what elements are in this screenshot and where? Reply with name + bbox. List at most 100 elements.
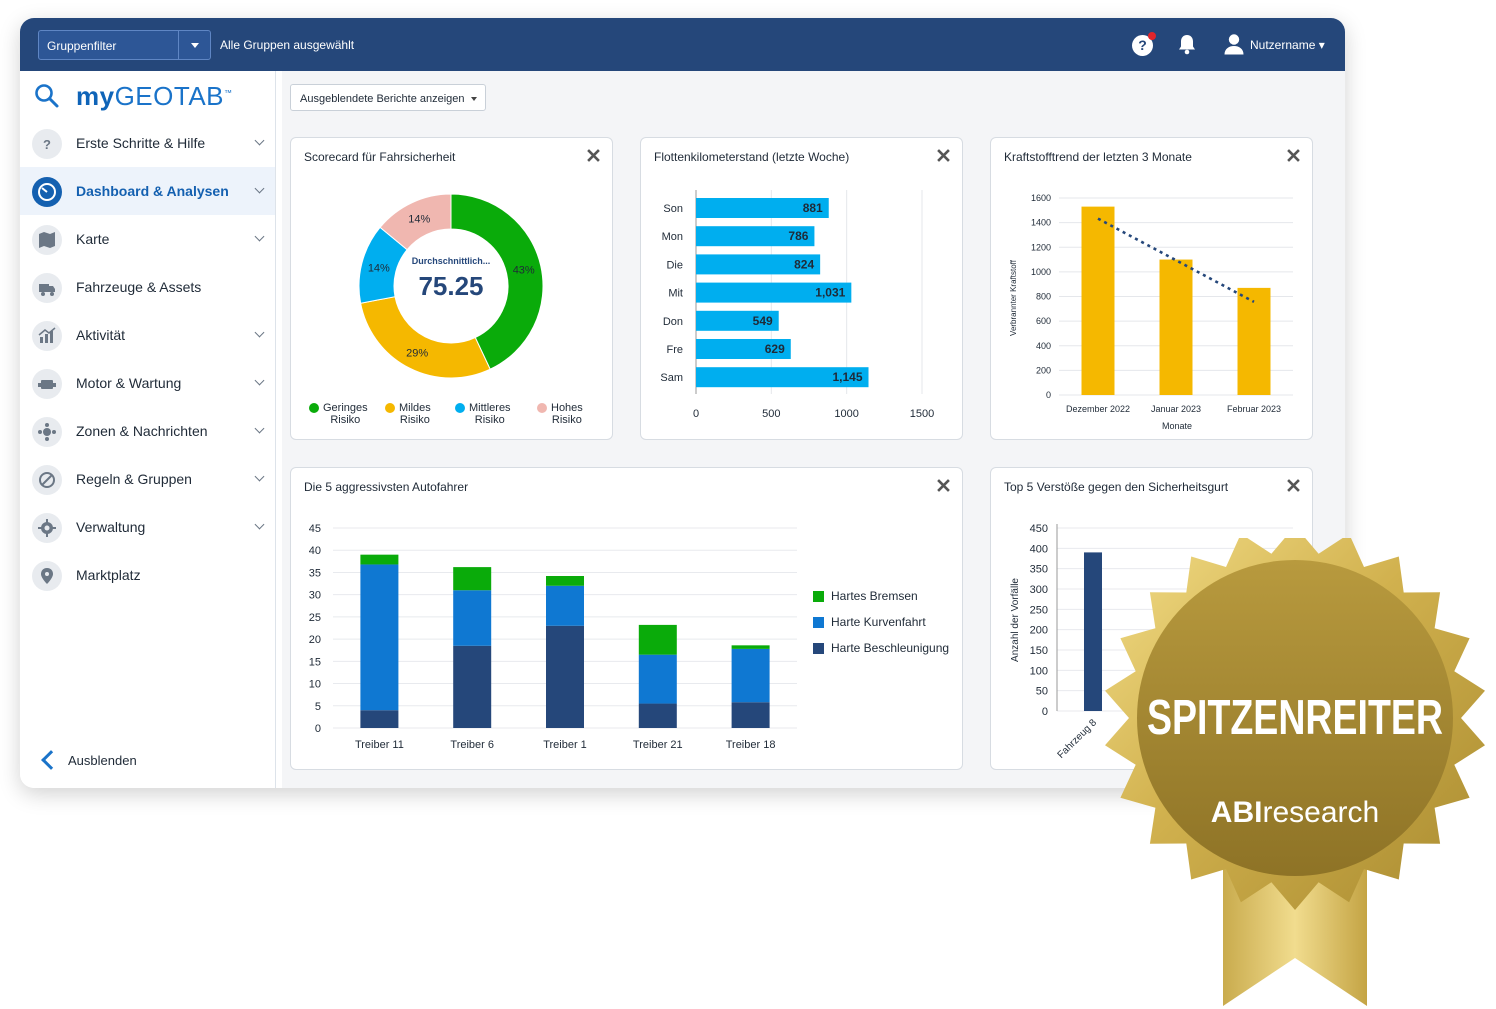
- chevron-down-icon[interactable]: [254, 375, 265, 386]
- y-tick-label: 600: [1036, 316, 1051, 326]
- bar: [696, 282, 852, 303]
- collapse-sidebar-button[interactable]: Ausblenden: [38, 750, 188, 775]
- sidebar-item-label: Motor & Wartung: [76, 375, 182, 391]
- y-tick-label: 300: [1030, 584, 1048, 596]
- group-filter-dropdown[interactable]: Gruppenfilter: [38, 30, 211, 60]
- legend-label: Hartes Bremsen: [831, 589, 918, 603]
- bar: [696, 254, 821, 275]
- trendline: [1097, 217, 1255, 304]
- ribbon-tail: [1223, 858, 1367, 1006]
- chevron-down-icon[interactable]: [254, 423, 265, 434]
- donut-slice: [360, 296, 491, 379]
- brand-text: myGEOTAB™: [76, 81, 233, 111]
- sidebar-item-marktplatz[interactable]: Marktplatz: [20, 551, 275, 599]
- chevron-down-icon[interactable]: [254, 327, 265, 338]
- chevron-down-icon[interactable]: [254, 471, 265, 482]
- legend-swatch: [537, 403, 547, 413]
- stacked-bar-segment: [360, 564, 399, 711]
- map-icon: [32, 225, 62, 255]
- truck-icon: [32, 273, 62, 303]
- sidebar-item-fahrzeuge-assets[interactable]: Fahrzeuge & Assets: [20, 263, 275, 311]
- search-icon[interactable]: [34, 83, 60, 109]
- chevron-down-icon[interactable]: [254, 519, 265, 530]
- mileage-bar-chart: 0 500 1000 1500 Son 881 Mon 786 Die 824 Mit 1,031 Do…: [660, 190, 934, 420]
- svg-text:?: ?: [43, 137, 51, 152]
- stacked-bar-segment: [360, 710, 399, 728]
- y-tick-label: 20: [309, 634, 321, 646]
- activity-chart-icon: [32, 321, 62, 351]
- bar: [696, 310, 779, 331]
- x-tick-label: 500: [762, 408, 780, 420]
- y-axis-title: Anzahl der Vorfälle: [1010, 578, 1021, 662]
- y-tick-label: 100: [1030, 665, 1048, 677]
- sidebar-item-label: Fahrzeuge & Assets: [76, 279, 202, 295]
- sidebar-item-aktivität[interactable]: Aktivität: [20, 311, 275, 359]
- close-icon[interactable]: [1287, 149, 1300, 162]
- marketplace-pin-icon: [32, 561, 62, 591]
- badge-brand: ABIresearch: [1211, 796, 1379, 829]
- sidebar-item-label: Zonen & Nachrichten: [76, 423, 208, 439]
- card-title: Scorecard für Fahrsicherheit: [304, 150, 456, 164]
- bar: [1084, 552, 1102, 711]
- stacked-bar-segment: [731, 645, 770, 649]
- help-circle-icon: ?: [32, 129, 62, 159]
- y-tick-label: Sam: [660, 372, 683, 384]
- sidebar-item-regeln-gruppen[interactable]: Regeln & Gruppen: [20, 455, 275, 503]
- close-icon[interactable]: [587, 149, 600, 162]
- y-tick-label: 0: [315, 723, 321, 735]
- close-icon[interactable]: [937, 479, 950, 492]
- fuel-bar-chart: 0 200 400 600 800 1000 1200 1400 1600 Dezember 20…: [1009, 193, 1293, 431]
- x-tick-label: Treiber 18: [726, 739, 776, 751]
- chevron-down-icon[interactable]: [254, 135, 265, 146]
- x-tick-label: Januar 2023: [1151, 404, 1201, 414]
- bar: [696, 198, 829, 218]
- sidebar-item-motor-wartung[interactable]: Motor & Wartung: [20, 359, 275, 407]
- y-tick-label: 800: [1036, 292, 1051, 302]
- sidebar-nav: ? Erste Schritte & Hilfe Dashboard & Analy…: [20, 119, 275, 599]
- card-title: Flottenkilometerstand (letzte Woche): [654, 150, 850, 164]
- sidebar-item-karte[interactable]: Karte: [20, 215, 275, 263]
- chevron-down-icon[interactable]: [254, 183, 265, 194]
- y-tick-label: Son: [663, 203, 683, 215]
- y-tick-label: Mon: [662, 231, 683, 243]
- gear-icon: [32, 513, 62, 543]
- user-icon[interactable]: [1223, 33, 1245, 55]
- engine-icon: [32, 369, 62, 399]
- sidebar-item-dashboard-analysen[interactable]: Dashboard & Analysen: [20, 167, 275, 215]
- bar: [696, 367, 869, 388]
- sidebar-item-zonen-nachrichten[interactable]: Zonen & Nachrichten: [20, 407, 275, 455]
- aggressive-drivers-card: Die 5 aggressivsten Autofahrer 0 5 10 15 20 2…: [290, 467, 963, 770]
- sidebar-item-verwaltung[interactable]: Verwaltung: [20, 503, 275, 551]
- help-icon[interactable]: ?: [1132, 32, 1156, 56]
- y-tick-label: 0: [1046, 390, 1051, 400]
- stacked-bar-chart: 0 5 10 15 20 25 30 35 40 45 Treiber 11 Treiber 6 Tre…: [309, 523, 797, 751]
- close-icon[interactable]: [1287, 479, 1300, 492]
- show-hidden-reports-button[interactable]: Ausgeblendete Berichte anzeigen: [290, 84, 486, 111]
- donut-center-label: Durchschnittlich...: [412, 256, 491, 266]
- award-badge: SPITZENREITER ABIresearch: [1105, 538, 1485, 1006]
- y-tick-label: 200: [1030, 625, 1048, 637]
- x-axis-title: Monate: [1162, 421, 1192, 431]
- close-icon[interactable]: [937, 149, 950, 162]
- y-tick-label: Fre: [667, 344, 684, 356]
- y-tick-label: 450: [1030, 523, 1048, 535]
- y-tick-label: Don: [663, 316, 683, 328]
- chevron-down-icon[interactable]: [254, 231, 265, 242]
- bar-value-label: 629: [765, 342, 785, 356]
- sidebar-item-label: Erste Schritte & Hilfe: [76, 135, 206, 151]
- username-menu[interactable]: Nutzername ▾: [1250, 38, 1325, 52]
- sidebar-item-erste-schritte-hilfe[interactable]: ? Erste Schritte & Hilfe: [20, 119, 275, 167]
- y-tick-label: 30: [309, 590, 321, 602]
- legend-label: Harte Kurvenfahrt: [831, 615, 926, 629]
- stacked-bar-segment: [453, 567, 492, 591]
- fleet-mileage-card: Flottenkilometerstand (letzte Woche) 0 50…: [640, 137, 963, 440]
- stacked-bar-segment: [546, 625, 584, 728]
- rules-icon: [32, 465, 62, 495]
- chevron-down-icon[interactable]: [178, 31, 210, 59]
- bell-icon[interactable]: [1177, 33, 1197, 55]
- bar: [1081, 206, 1115, 395]
- sidebar-item-label: Verwaltung: [76, 519, 146, 535]
- stacked-bar-segment: [360, 554, 399, 565]
- x-tick-label: Treiber 6: [450, 739, 494, 751]
- x-tick-label: Februar 2023: [1227, 404, 1281, 414]
